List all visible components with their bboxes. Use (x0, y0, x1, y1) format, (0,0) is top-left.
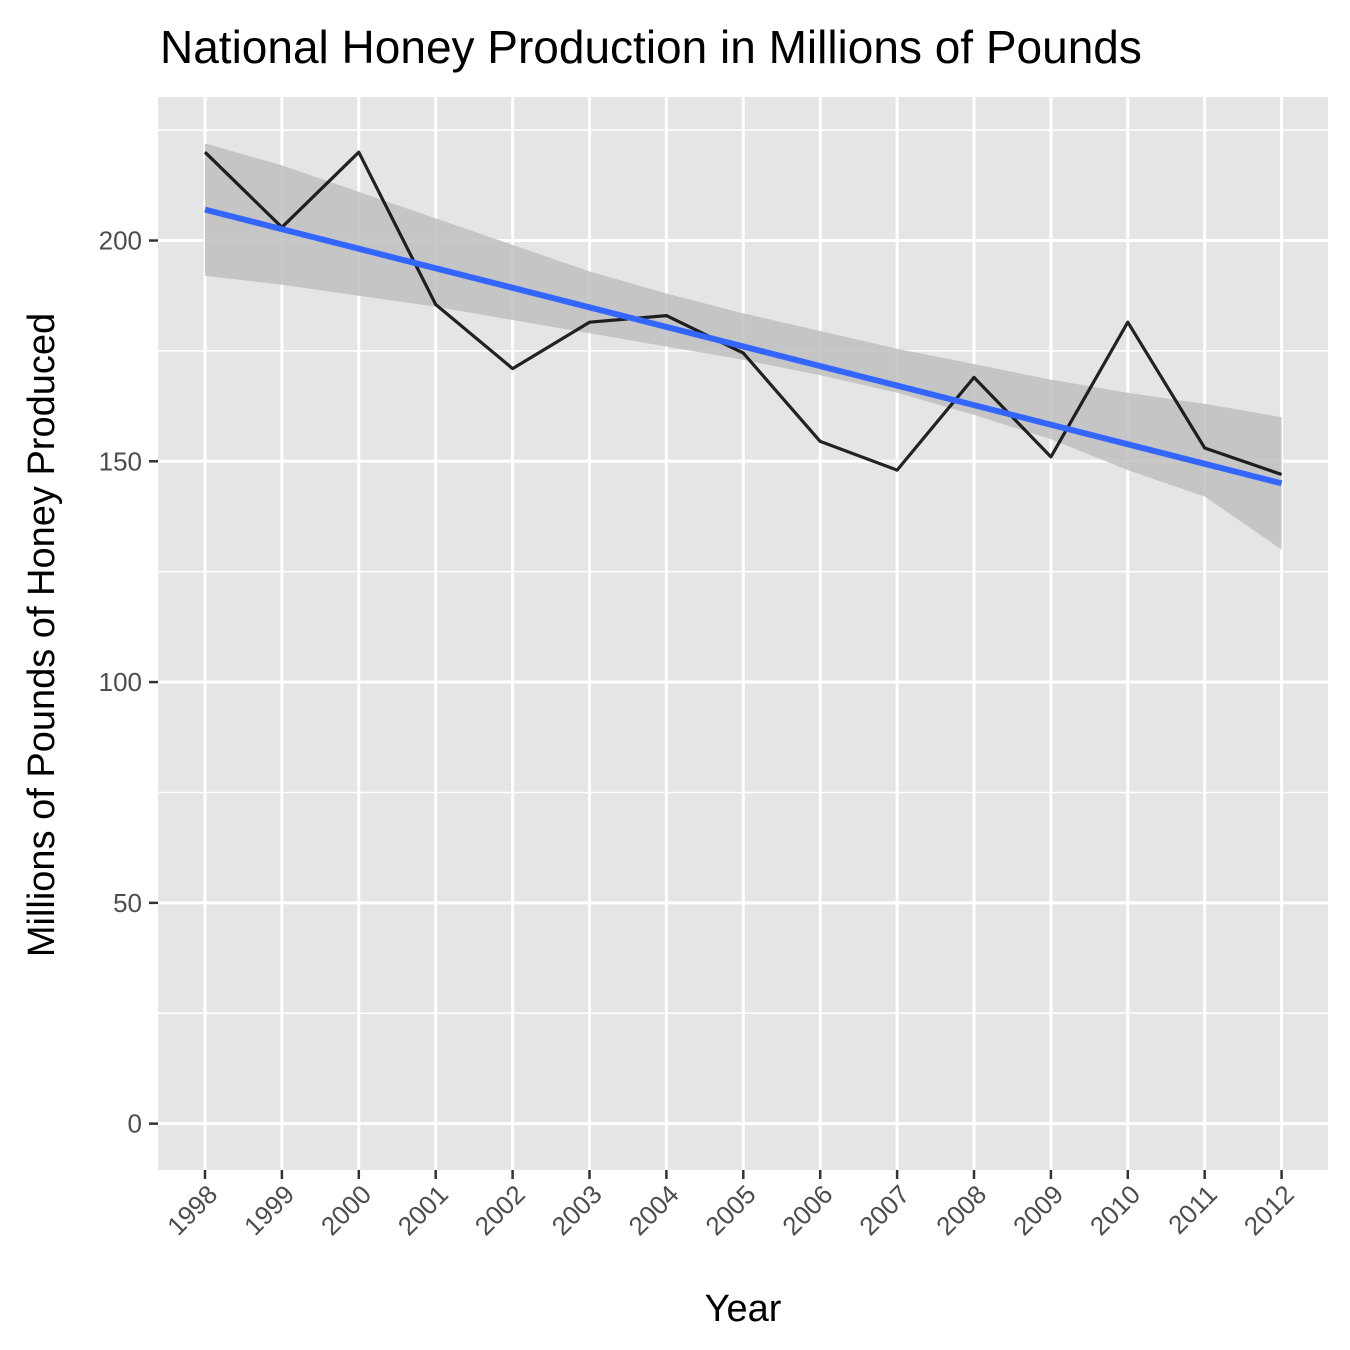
y-tick-label: 200 (99, 226, 142, 256)
y-tick-label: 150 (99, 446, 142, 476)
x-tick-label: 2002 (469, 1179, 531, 1241)
x-tick-label: 2012 (1238, 1179, 1300, 1241)
x-tick-label: 1999 (238, 1179, 300, 1241)
x-tick-label: 2009 (1007, 1179, 1069, 1241)
y-tick-label: 100 (99, 667, 142, 697)
major-gridlines (158, 97, 1328, 1170)
x-tick-label: 2000 (315, 1179, 377, 1241)
y-tick-label: 50 (113, 888, 142, 918)
x-axis-title: Year (705, 1288, 782, 1330)
x-tick-label: 2006 (776, 1179, 838, 1241)
y-axis-title: Millions of Pounds of Honey Produced (21, 313, 63, 957)
x-tick-label: 2005 (699, 1179, 761, 1241)
x-tick-label: 2003 (546, 1179, 608, 1241)
x-tick-label: 2011 (1162, 1179, 1223, 1240)
series-line (203, 150, 1283, 477)
y-axis: 0 50 100 150 200 (99, 226, 158, 1139)
y-tick-label: 0 (128, 1109, 142, 1139)
x-tick-label: 1998 (161, 1179, 223, 1241)
x-tick-label: 2008 (930, 1179, 992, 1241)
trend-line (204, 206, 1283, 487)
x-axis: 1998 1999 2000 2001 2002 2003 2004 2005 2006 2007… (161, 1170, 1300, 1241)
x-tick-label: 2004 (623, 1179, 685, 1241)
x-tick-label: 2001 (392, 1179, 454, 1241)
chart-title: National Honey Production in Millions of… (160, 21, 1142, 73)
x-tick-label: 2007 (853, 1179, 915, 1241)
x-tick-label: 2010 (1084, 1179, 1146, 1241)
